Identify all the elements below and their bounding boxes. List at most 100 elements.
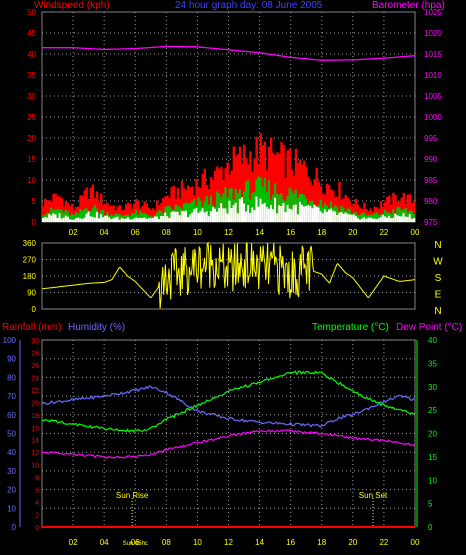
wind-gust-bar (52, 193, 55, 222)
wind-low-bar (371, 218, 374, 222)
wind-gust-bar (46, 199, 49, 222)
wind-average-bar (249, 199, 252, 222)
humidity-tick-label: 30 (7, 467, 16, 476)
x-tick-label: 08 (162, 228, 171, 237)
wind-low-bar (408, 214, 412, 222)
barometer-tick-label: 1005 (424, 92, 442, 101)
wind-gust-bar (356, 204, 360, 222)
wind-gust-bar (79, 195, 82, 222)
wind-average-bar (168, 205, 171, 222)
wind-gust-bar (201, 173, 204, 222)
wind-gust-bar (220, 166, 223, 222)
wind-low-bar (182, 211, 186, 222)
x-tick-label: 22 (379, 538, 388, 547)
wind-gust-bar (124, 204, 128, 222)
wind-average-bar (257, 176, 260, 222)
wind-low-bar (220, 203, 223, 222)
x-tick-label: 14 (255, 228, 264, 237)
wind-low-bar (265, 206, 269, 222)
wind-average-bar (158, 210, 161, 222)
wind-low-bar (48, 213, 51, 222)
x-tick-label: 18 (317, 538, 326, 547)
wind-low-bar (344, 212, 347, 222)
wind-average-bar (145, 213, 148, 222)
wind-average-bar (365, 215, 368, 222)
wind-low-bar (95, 211, 99, 222)
rain-humidity-temperature-panel: 0102030405060708090100024681012141618202… (3, 336, 438, 547)
wind-low-bar (133, 218, 136, 222)
wind-low-bar (396, 215, 399, 222)
wind-low-bar (303, 206, 306, 222)
wind-low-bar (350, 214, 354, 222)
wind-low-bar (361, 218, 364, 222)
humidity-tick-label: 50 (7, 430, 16, 439)
wind-low-bar (216, 211, 219, 222)
wind-average-bar (60, 210, 64, 222)
wind-gust-bar (81, 195, 84, 222)
wind-low-bar (64, 215, 68, 222)
wind-average-bar (392, 209, 395, 222)
temperature-tick-label: 10 (428, 476, 437, 485)
wind-low-bar (42, 218, 45, 222)
wind-low-bar (77, 217, 80, 222)
wind-average-bar (400, 210, 403, 222)
wind-low-bar (406, 216, 410, 222)
wind-low-bar (205, 211, 209, 222)
wind-gust-bar (54, 193, 57, 222)
wind-gust-bar (195, 178, 198, 222)
wind-low-bar (377, 218, 381, 222)
wind-low-bar (211, 207, 215, 222)
wind-gust-bar (305, 166, 308, 222)
rainfall-tick-label: 2 (35, 513, 39, 520)
wind-gust-bar (60, 198, 64, 222)
wind-gust-bar (394, 194, 397, 222)
wind-low-bar (319, 211, 323, 222)
wind-low-bar (160, 215, 163, 222)
wind-low-bar (412, 218, 416, 222)
wind-low-bar (257, 206, 260, 222)
wind-gust-bar (110, 206, 113, 222)
rainfall-tick-label: 20 (31, 400, 39, 407)
wind-low-bar (400, 216, 403, 222)
compass-label: N (434, 240, 441, 251)
wind-average-bar (93, 204, 97, 222)
wind-gust-bar (104, 204, 107, 222)
humidity-tick-label: 70 (7, 392, 16, 401)
temperature-axis-title: Temperature (°C) (312, 322, 389, 333)
wind-low-bar (301, 204, 304, 222)
wind-average-bar (50, 207, 53, 222)
wind-gust-bar (112, 205, 115, 222)
wind-average-bar (133, 213, 136, 222)
wind-gust-bar (412, 201, 416, 222)
wind-average-bar (236, 193, 240, 222)
wind-low-bar (243, 203, 246, 222)
rainfall-tick-label: 26 (31, 363, 39, 370)
wind-gust-bar (71, 204, 74, 222)
wind-average-bar (288, 187, 291, 222)
wind-low-bar (81, 218, 84, 222)
windspeed-tick-label: 0 (32, 218, 37, 227)
wind-gust-bar (350, 205, 354, 222)
wind-average-bar (73, 215, 76, 222)
x-tick-label: 06 (131, 228, 140, 237)
wind-gust-bar (286, 150, 289, 222)
wind-low-bar (108, 217, 111, 222)
wind-low-bar (282, 202, 285, 222)
wind-average-bar (390, 213, 393, 222)
wind-low-bar (388, 215, 391, 222)
wind-low-bar (288, 208, 291, 222)
x-tick-label: 22 (379, 228, 388, 237)
wind-gust-bar (315, 167, 318, 222)
wind-average-bar (398, 207, 401, 222)
wind-gust-bar (249, 151, 252, 222)
humidity-tick-label: 80 (7, 373, 16, 382)
wind-average-bar (371, 214, 374, 222)
wind-low-bar (197, 212, 200, 222)
wind-low-bar (245, 211, 248, 222)
wind-low-bar (56, 217, 59, 222)
rainfall-tick-label: 14 (31, 438, 39, 445)
wind-low-bar (75, 218, 78, 222)
wind-low-bar (336, 214, 339, 222)
wind-low-bar (292, 205, 296, 222)
wind-gust-bar (344, 195, 347, 222)
